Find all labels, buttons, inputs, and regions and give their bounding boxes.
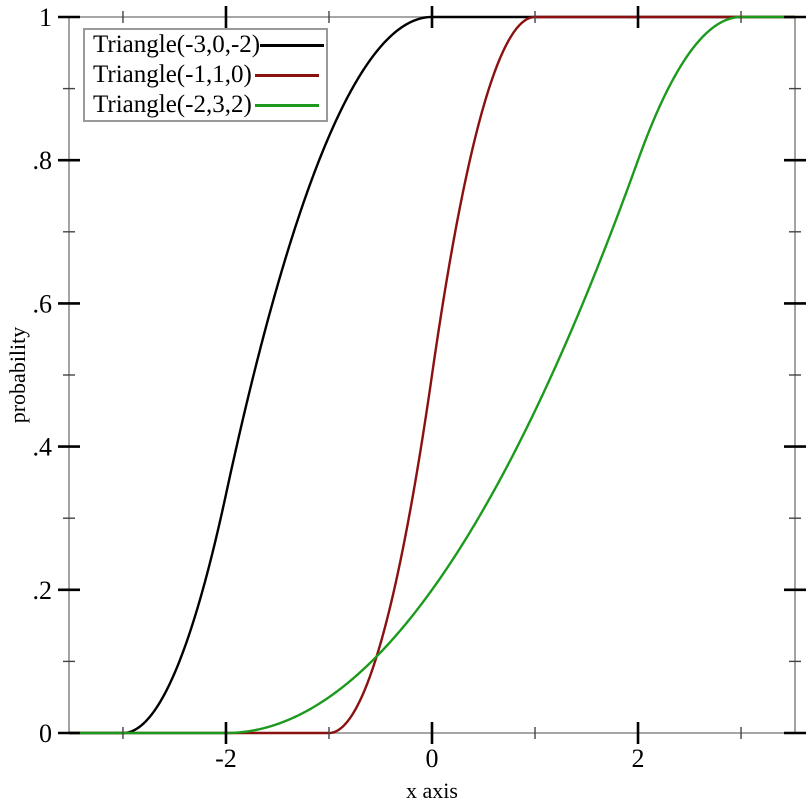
legend-label: Triangle(-3,0,-2) [93, 31, 261, 58]
y-axis-label: probability [5, 327, 30, 424]
y-tick-label: .4 [33, 433, 53, 462]
legend-line-sample-black [260, 43, 325, 47]
y-tick-label: .2 [33, 576, 53, 605]
x-tick-label: -2 [215, 744, 237, 773]
legend-item: Triangle(-1,1,0) [85, 60, 326, 90]
x-axis-label: x axis [406, 778, 458, 803]
y-tick-label: .6 [33, 289, 53, 318]
y-tick-label: 0 [39, 719, 52, 748]
legend-label: Triangle(-2,3,2) [93, 91, 252, 118]
x-tick-label: 2 [632, 744, 645, 773]
curve-triangle-1-1-0- [68, 15, 796, 735]
legend-label: Triangle(-1,1,0) [93, 61, 252, 88]
x-tick-label: 0 [426, 744, 439, 773]
legend-line-sample-green [255, 103, 319, 107]
legend: Triangle(-3,0,-2) Triangle(-1,1,0) Trian… [83, 28, 328, 122]
curve-triangle-2-3-2- [68, 15, 796, 735]
legend-item: Triangle(-2,3,2) [85, 90, 326, 120]
legend-item: Triangle(-3,0,-2) [85, 30, 326, 60]
y-tick-label: .8 [33, 146, 53, 175]
legend-line-sample-red [255, 73, 319, 77]
y-tick-label: 1 [39, 3, 52, 32]
